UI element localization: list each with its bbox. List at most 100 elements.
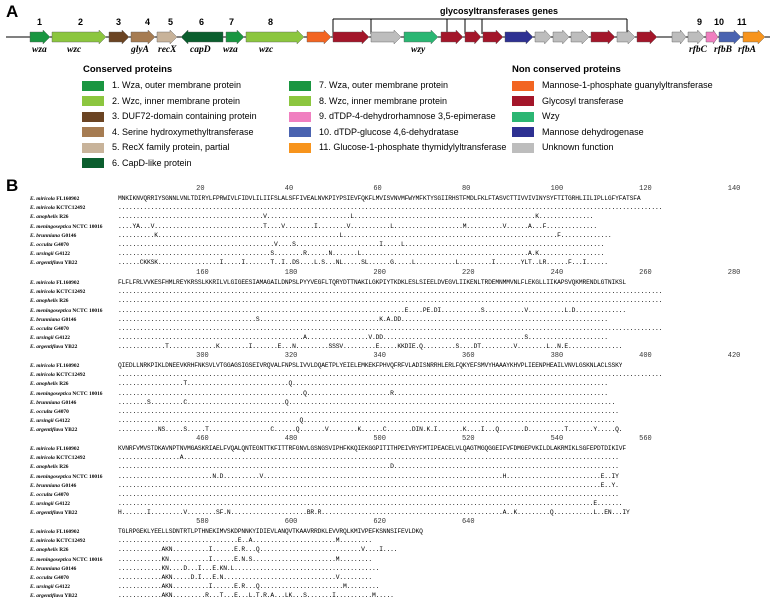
position-tick: 260 [639, 269, 652, 277]
legend-swatch [82, 142, 104, 153]
species-label: E. ursingii G4122 [30, 251, 70, 258]
legend-label: 5. RecX family protein, partial [112, 142, 230, 152]
species-label: E. argentiflava YB22 [30, 344, 78, 351]
sequence-row: ..........K.............................… [118, 231, 612, 239]
position-tick: 40 [284, 185, 294, 193]
gene-arrow [29, 29, 51, 45]
sequence-row: FLFLFRLVVKESFHMLREYKRSSLKKRILVLGIGEESIAM… [118, 279, 627, 286]
gene-arrow [718, 29, 742, 45]
sequence-row: ........................................… [118, 371, 663, 379]
position-tick: 500 [373, 435, 386, 443]
sequence-row: ........................................… [118, 250, 605, 258]
gene-arrow [590, 29, 616, 45]
species-label: E. ursingii G4122 [30, 418, 70, 425]
gene-number: 4 [145, 17, 151, 27]
sequence-row: QIEDLLNRKPIKLDNEEVKRHFNKSVLVTGGAGSIGSEIV… [118, 362, 623, 369]
species-label: E. occulta G4070 [30, 326, 69, 332]
species-label: E. brunniana G0146 [30, 565, 77, 572]
legend-item: Mannose dehydrogenase [512, 127, 713, 143]
legend-swatch [512, 142, 534, 153]
gene-number: 6 [199, 17, 205, 27]
species-label: E. ursingii G4122 [30, 501, 70, 508]
legend-swatch [289, 80, 311, 91]
species-label: E. anophelis R26 [30, 214, 69, 221]
position-tick: 640 [461, 518, 475, 526]
gene-arrows [29, 29, 766, 45]
sequence-row: ..........................N.D..........V… [118, 472, 619, 480]
gene-arrow [636, 29, 658, 45]
gene-arrow [130, 29, 156, 45]
gene-number: 3 [116, 17, 122, 27]
gene-name: wza [32, 45, 47, 55]
position-tick: 420 [727, 352, 741, 360]
gene-arrow [306, 29, 332, 45]
legend-item: 6. CapD-like protein [82, 158, 257, 174]
gene-arrow [245, 29, 305, 45]
sequence-row: ..................T.....................… [118, 380, 608, 388]
species-label: E. brunniana G0146 [30, 316, 77, 323]
species-label: E. miricola KCTC12492 [30, 455, 86, 462]
position-tick: 100 [550, 185, 564, 193]
sequence-row: ........................................… [118, 408, 619, 415]
species-label: E. brunniana G0146 [30, 399, 77, 406]
species-label: E. miricola FL160902 [30, 446, 80, 452]
gene-arrow [180, 29, 224, 45]
conserved-legend-title: Conserved proteins [83, 64, 173, 75]
legend-swatch [82, 158, 104, 169]
sequence-row: ........................................… [118, 297, 663, 305]
position-tick: 540 [550, 435, 564, 443]
legend-label: 4. Serine hydroxymethyltransferase [112, 126, 254, 137]
legend-label: Unknown function [542, 142, 614, 152]
legend-swatch [289, 111, 311, 122]
gene-arrow [552, 29, 570, 45]
species-label: E. occulta G4070 [30, 492, 69, 498]
species-label: E. argentiflava YB22 [30, 510, 78, 517]
legend-swatch [289, 127, 311, 138]
species-label: E. occulta G4070 [30, 409, 69, 415]
panel-a-letter: A [6, 2, 19, 21]
sequence-row: ........................................… [118, 463, 619, 471]
gene-name: rfbC [689, 45, 707, 55]
gene-arrow [403, 29, 439, 45]
conserved-legend-col2: 7. Wza, outer membrane protein 8. Wzc, in… [289, 80, 506, 158]
nonconserved-legend-title: Non conserved proteins [512, 64, 621, 75]
gene-number: 2 [78, 17, 84, 27]
position-tick: 20 [196, 185, 205, 193]
gene-arrow [464, 29, 482, 45]
legend-item: 5. RecX family protein, partial [82, 142, 257, 158]
gene-name: capD [190, 45, 211, 55]
species-label: E. miricola FL160902 [30, 529, 80, 535]
position-tick: 320 [284, 352, 298, 360]
position-tick: 220 [461, 269, 475, 277]
legend-item: Mannose-1-phosphate guanylyltransferase [512, 80, 713, 96]
species-label: E. argentiflava YB22 [30, 593, 78, 600]
legend-label: 1. Wza, outer membrane protein [112, 80, 242, 90]
position-tick: 60 [373, 185, 382, 193]
position-tick: 380 [550, 352, 564, 360]
nonconserved-legend: Mannose-1-phosphate guanylyltransferase G… [512, 80, 713, 158]
species-label: E. brunniana G0146 [30, 232, 77, 239]
gene-name: wzc [67, 45, 82, 55]
gene-arrow [504, 29, 534, 45]
sequence-row: ............AKN.....D.I...E.N...........… [118, 574, 373, 581]
sequence-row: ........................................… [118, 334, 608, 342]
position-tick: 200 [373, 269, 386, 277]
position-tick: 460 [196, 435, 209, 443]
gene-name: rfbA [738, 45, 756, 55]
gene-name: glyA [131, 45, 149, 55]
species-label: E. anophelis R26 [30, 298, 69, 305]
gene-arrow [108, 29, 130, 45]
legend-label: 11. Glucose-1-phosphate thymidylyltransf… [319, 142, 507, 152]
gene-arrow [705, 29, 719, 45]
sequence-row: ........................................… [118, 325, 663, 332]
gene-arrow [482, 29, 504, 45]
gene-arrow [51, 29, 107, 45]
legend-label: 7. Wza, outer membrane protein [319, 80, 449, 90]
species-label: E. meningoseptica NCTC 10016 [30, 390, 103, 397]
sequence-row: .................................E..A...… [118, 537, 373, 545]
legend-swatch [82, 111, 104, 122]
position-tick: 140 [727, 185, 741, 193]
position-tick: 280 [727, 269, 741, 277]
position-tick: 620 [373, 518, 386, 526]
